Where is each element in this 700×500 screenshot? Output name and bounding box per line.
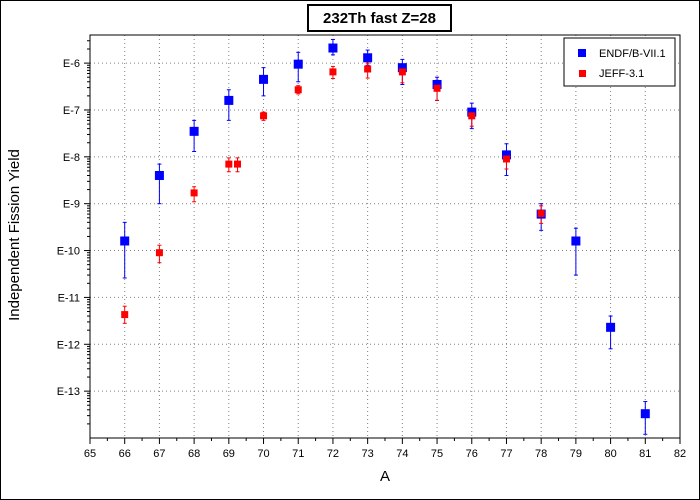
error-bars <box>122 38 648 435</box>
point-endf <box>293 59 303 69</box>
point-endf <box>259 74 269 84</box>
x-tick-label: 80 <box>604 448 616 460</box>
y-tick-label: E-11 <box>58 292 80 304</box>
point-endf <box>467 107 477 117</box>
point-jeff <box>364 65 372 73</box>
x-tick-label: 79 <box>570 448 582 460</box>
y-tick-label: E-8 <box>63 152 80 164</box>
x-tick-label: 70 <box>257 448 269 460</box>
legend-marker-jeff <box>579 70 586 77</box>
point-endf <box>120 236 130 246</box>
axes: 65 66 67 68 69 70 71 72 73 74 75 76 77 78 79 80 81 82 E-6 E… <box>57 34 686 460</box>
x-tick-label: 77 <box>500 448 512 460</box>
point-endf <box>363 53 373 63</box>
point-jeff <box>260 112 268 120</box>
point-endf <box>189 126 199 136</box>
point-jeff <box>121 311 129 319</box>
point-endf <box>432 79 442 89</box>
y-tick-label: E-7 <box>63 105 80 117</box>
x-tick-label: 65 <box>84 448 96 460</box>
data-points <box>120 43 650 419</box>
x-axis-title: A <box>380 468 390 485</box>
point-endf <box>501 150 511 160</box>
y-tick-label: E-6 <box>63 58 80 70</box>
point-jeff <box>155 249 163 257</box>
x-tick-label: 69 <box>223 448 235 460</box>
x-tick-label: 82 <box>674 448 686 460</box>
y-axis-title: Independent Fission Yield <box>6 149 23 321</box>
point-endf <box>606 322 616 332</box>
x-tick-label: 81 <box>639 448 651 460</box>
x-tick-label: 76 <box>466 448 478 460</box>
y-tick-label: E-12 <box>57 339 80 351</box>
legend-label-endf: ENDF/B-VII.1 <box>599 48 666 60</box>
x-tick-label: 71 <box>292 448 304 460</box>
grid <box>90 35 680 438</box>
x-tick-label: 67 <box>153 448 165 460</box>
point-jeff <box>294 86 302 94</box>
point-endf <box>397 63 407 73</box>
point-jeff <box>225 160 233 168</box>
point-jeff <box>329 68 337 76</box>
y-tick-label: E-9 <box>63 199 80 211</box>
point-endf <box>224 95 234 105</box>
point-endf <box>571 236 581 246</box>
x-tick-label: 72 <box>327 448 339 460</box>
point-endf <box>640 409 650 419</box>
x-tick-label: 75 <box>431 448 443 460</box>
plot-area-border <box>89 34 681 439</box>
point-jeff <box>433 84 441 92</box>
legend-marker-endf <box>578 49 586 57</box>
point-jeff <box>468 112 476 120</box>
legend: ENDF/B-VII.1 JEFF-3.1 <box>563 37 676 87</box>
y-tick-label: E-13 <box>57 386 80 398</box>
point-endf <box>328 43 338 53</box>
point-jeff <box>502 155 510 163</box>
point-endf <box>154 170 164 180</box>
point-jeff <box>398 68 406 76</box>
x-tick-label: 78 <box>535 448 547 460</box>
legend-label-jeff: JEFF-3.1 <box>599 68 644 80</box>
point-jeff <box>190 189 198 197</box>
point-jeff <box>537 209 545 217</box>
point-jeff <box>234 160 241 168</box>
x-tick-label: 74 <box>396 448 408 460</box>
x-tick-label: 73 <box>362 448 374 460</box>
x-tick-label: 68 <box>188 448 200 460</box>
chart-title: 232Th fast Z=28 <box>323 10 436 27</box>
chart-title-box: 232Th fast Z=28 <box>307 4 452 32</box>
x-tick-label: 66 <box>119 448 131 460</box>
y-tick-label: E-10 <box>57 246 80 258</box>
